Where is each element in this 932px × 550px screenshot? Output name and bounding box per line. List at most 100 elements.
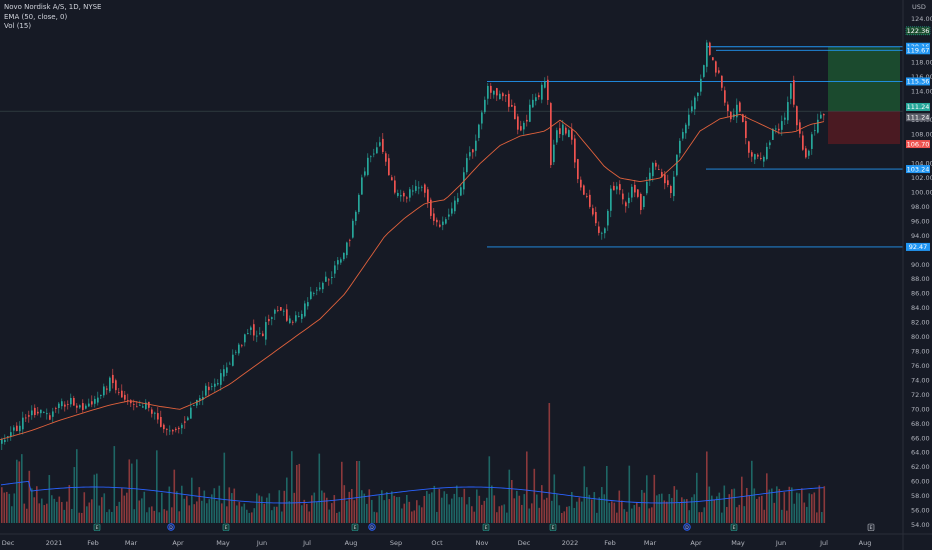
- currency-label[interactable]: USD: [912, 3, 926, 11]
- price-tag-value: 106.70: [907, 140, 930, 148]
- price-tag-value: 122.36: [907, 27, 930, 35]
- ema50-line: [0, 113, 825, 441]
- price-tick: 90.00: [911, 261, 930, 269]
- svg-text:E: E: [870, 525, 873, 531]
- svg-text:E: E: [96, 525, 99, 531]
- time-tick: Jul: [819, 539, 828, 547]
- price-tick: 102.00: [911, 174, 932, 182]
- time-tick: Dec: [2, 539, 15, 547]
- price-tick: 124.00: [911, 15, 932, 23]
- price-tag-value: 111.24: [907, 114, 930, 122]
- price-tick: 80.00: [911, 333, 930, 341]
- earnings-marker-icon[interactable]: [730, 523, 738, 531]
- time-tick: May: [216, 539, 230, 547]
- time-tick: Apr: [172, 539, 184, 547]
- time-tick: Feb: [87, 539, 99, 547]
- volume-ma-line: [0, 480, 824, 504]
- time-tick: Dec: [518, 539, 531, 547]
- price-tick: 108.00: [911, 131, 932, 139]
- earnings-marker-icon[interactable]: [222, 523, 230, 531]
- price-tick: 104.00: [911, 160, 932, 168]
- price-tick: 64.00: [911, 449, 930, 457]
- price-tick: 118.00: [911, 58, 932, 66]
- svg-text:E: E: [354, 525, 357, 531]
- dividend-marker-icon[interactable]: [368, 523, 376, 531]
- ema-indicator-label[interactable]: EMA (50, close, 0): [4, 12, 68, 21]
- price-tick: 94.00: [911, 232, 930, 240]
- price-tick: 74.00: [911, 376, 930, 384]
- price-tick: 88.00: [911, 275, 930, 283]
- price-tag-value: 115.36: [907, 78, 930, 86]
- time-axis[interactable]: Dec 2021 Feb Mar Apr May Jun Jul Aug Sep Oct Nov Dec…: [2, 539, 872, 547]
- price-tag: [905, 26, 931, 36]
- dividend-marker-icon[interactable]: [683, 523, 691, 531]
- price-tick: 96.00: [911, 217, 930, 225]
- time-tick: Jun: [256, 539, 267, 547]
- svg-text:E: E: [225, 525, 228, 531]
- time-tick: Feb: [604, 539, 616, 547]
- price-tag-value: 92.47: [909, 243, 928, 251]
- time-tick: 2022: [562, 539, 579, 547]
- price-tags: 122.36120.16119.67115.36111.24111.24106.…: [905, 26, 931, 251]
- price-tick: 68.00: [911, 420, 930, 428]
- price-tag: [906, 242, 930, 251]
- symbol-title[interactable]: Novo Nordisk A/S, 1D, NYSE: [4, 3, 102, 11]
- time-tick: Jun: [775, 539, 786, 547]
- price-tick: 116.00: [911, 73, 932, 81]
- price-tick: 56.00: [911, 507, 930, 515]
- earnings-marker-icon[interactable]: [549, 523, 557, 531]
- price-tick: 66.00: [911, 434, 930, 442]
- target-zone[interactable]: [828, 46, 900, 112]
- price-tag-value: 111.24: [907, 103, 930, 111]
- time-tick: Mar: [644, 539, 657, 547]
- stop-loss-zone[interactable]: [828, 111, 900, 145]
- horizontal-levels[interactable]: [487, 46, 903, 248]
- svg-text:D: D: [370, 525, 374, 531]
- price-tick: 86.00: [911, 290, 930, 298]
- price-tick: 100.00: [911, 188, 932, 196]
- earnings-marker-icon[interactable]: [867, 523, 875, 531]
- svg-text:E: E: [485, 525, 488, 531]
- svg-text:D: D: [169, 525, 173, 531]
- dividend-marker-icon[interactable]: [167, 523, 175, 531]
- earnings-marker-icon[interactable]: [351, 523, 359, 531]
- price-tag: [906, 77, 930, 86]
- price-tick: 62.00: [911, 463, 930, 471]
- price-tick: 76.00: [911, 362, 930, 370]
- time-tick: Jul: [302, 539, 311, 547]
- price-tag: [906, 46, 930, 55]
- price-tag: [906, 140, 930, 149]
- price-tag-value: 119.67: [907, 46, 930, 54]
- chart-legend: Novo Nordisk A/S, 1D, NYSE EMA (50, clos…: [4, 3, 101, 32]
- earnings-marker-icon[interactable]: [93, 523, 101, 531]
- time-tick: Mar: [125, 539, 138, 547]
- time-tick: Oct: [431, 539, 443, 547]
- price-tick: 78.00: [911, 348, 930, 356]
- time-tick: Aug: [859, 539, 872, 547]
- time-tick: 2021: [46, 539, 63, 547]
- volume-bars: [0, 403, 826, 523]
- time-tick: Apr: [690, 539, 702, 547]
- earnings-marker-icon[interactable]: [482, 523, 490, 531]
- price-tick: 58.00: [911, 492, 930, 500]
- time-tick: Aug: [345, 539, 358, 547]
- price-tick: 70.00: [911, 405, 930, 413]
- svg-text:D: D: [685, 525, 689, 531]
- position-tool[interactable]: [0, 46, 903, 145]
- volume-indicator-label[interactable]: Vol (15): [4, 22, 32, 30]
- svg-text:E: E: [552, 525, 555, 531]
- price-tick: 54.00: [911, 521, 930, 529]
- price-tag: [906, 102, 930, 111]
- svg-text:E: E: [733, 525, 736, 531]
- time-tick: May: [731, 539, 745, 547]
- price-tick: 98.00: [911, 203, 930, 211]
- ema-line: [0, 113, 825, 441]
- time-tick: Sep: [390, 539, 402, 547]
- price-tag: [906, 113, 930, 122]
- price-tick: 60.00: [911, 478, 930, 486]
- candlesticks: [1, 39, 825, 450]
- price-tick: 72.00: [911, 391, 930, 399]
